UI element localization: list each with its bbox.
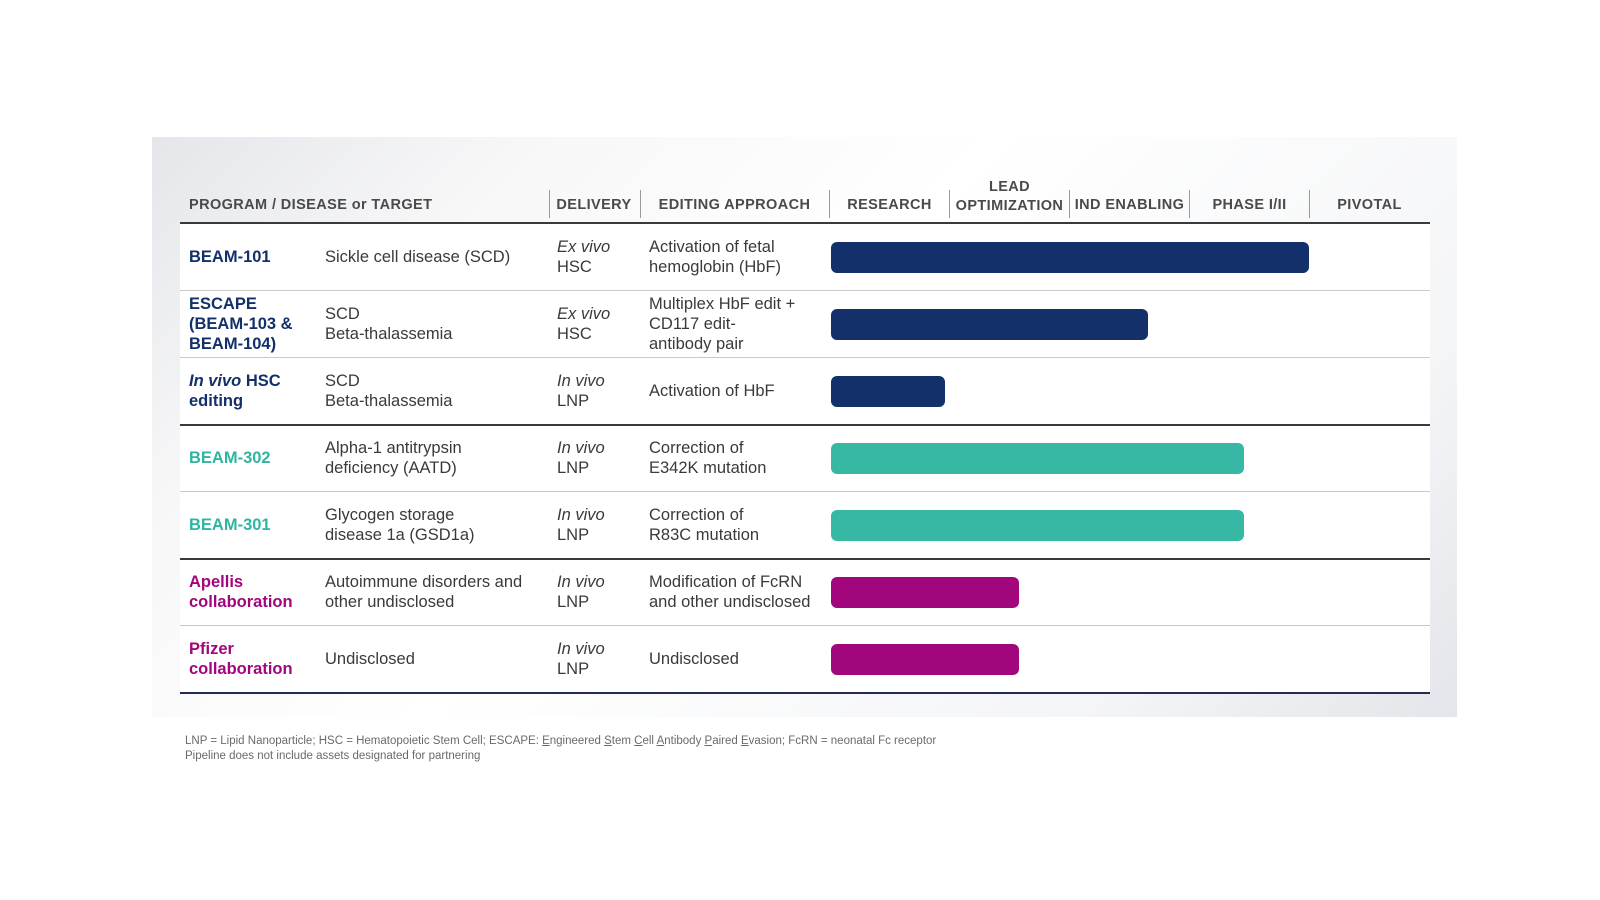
footnote-line1: LNP = Lipid Nanoparticle; HSC = Hematopo… xyxy=(185,735,937,747)
row-divider xyxy=(180,625,1430,626)
header-separator xyxy=(549,190,550,218)
header-phase: PHASE I/II xyxy=(1212,197,1287,213)
header-editing-approach: EDITING APPROACH xyxy=(658,197,811,213)
header-pivotal: PIVOTAL xyxy=(1337,197,1402,213)
delivery-cell: In vivo LNP xyxy=(557,439,605,477)
disease-cell: Autoimmune disorders and other undisclose… xyxy=(325,573,523,611)
disease-cell: Glycogen storage disease 1a (GSD1a) xyxy=(325,506,475,544)
disease-cell: SCD Beta-thalassemia xyxy=(325,372,453,410)
program-name: BEAM-101 xyxy=(189,248,271,266)
program-name: BEAM-301 xyxy=(189,516,271,534)
disease-cell: SCD Beta-thalassemia xyxy=(325,305,453,343)
header-separator xyxy=(1189,190,1190,218)
program-name: Pfizer collaboration xyxy=(189,640,293,678)
program-name: ESCAPE (BEAM-103 & BEAM-104) xyxy=(189,295,293,353)
approach-cell: Modification of FcRN and other undisclose… xyxy=(649,573,811,611)
delivery-cell: In vivo LNP xyxy=(557,573,605,611)
program-name: BEAM-302 xyxy=(189,449,271,467)
row-divider xyxy=(180,290,1430,291)
pipeline-progress-bar xyxy=(831,309,1148,340)
pipeline-progress-bar xyxy=(831,242,1310,273)
pipeline-progress-bar xyxy=(831,644,1019,675)
header-separator xyxy=(640,190,641,218)
approach-cell: Activation of fetal hemoglobin (HbF) xyxy=(649,238,782,276)
header-research: RESEARCH xyxy=(847,197,932,213)
pipeline-progress-bar xyxy=(831,443,1244,474)
table-bottom-border xyxy=(180,692,1430,694)
header-lead-line2: OPTIMIZATION xyxy=(955,198,1064,214)
delivery-cell: In vivo LNP xyxy=(557,372,605,410)
row-divider xyxy=(180,491,1430,492)
disease-cell: Undisclosed xyxy=(325,650,415,668)
header-delivery: DELIVERY xyxy=(556,197,632,213)
delivery-cell: In vivo LNP xyxy=(557,640,605,678)
group-divider xyxy=(180,558,1430,560)
delivery-cell: Ex vivo HSC xyxy=(557,305,611,343)
disease-cell: Alpha-1 antitrypsin deficiency (AATD) xyxy=(325,439,462,477)
header-ind-enabling: IND ENABLING xyxy=(1074,197,1185,213)
approach-cell: Multiplex HbF edit + CD117 edit-antibody … xyxy=(649,295,796,353)
program-name: Apellis collaboration xyxy=(189,573,293,611)
footnote-line2: Pipeline does not include assets designa… xyxy=(185,750,481,762)
header-separator xyxy=(1309,190,1310,218)
header-separator xyxy=(1069,190,1070,218)
approach-cell: Correction of R83C mutation xyxy=(649,506,760,544)
header-separator xyxy=(949,190,950,218)
header-separator xyxy=(829,190,830,218)
approach-cell: Undisclosed xyxy=(649,650,739,668)
approach-cell: Activation of HbF xyxy=(649,382,775,400)
header-lead-line1: LEAD xyxy=(988,179,1031,195)
pipeline-progress-bar xyxy=(831,577,1019,608)
approach-cell: Correction of E342K mutation xyxy=(649,439,767,477)
delivery-cell: In vivo LNP xyxy=(557,506,605,544)
group-divider xyxy=(180,424,1430,426)
header-divider xyxy=(180,222,1430,224)
header-lead-optimization: LEAD OPTIMIZATION xyxy=(950,178,1069,216)
pipeline-progress-bar xyxy=(831,376,945,407)
disease-cell: Sickle cell disease (SCD) xyxy=(325,248,511,266)
pipeline-progress-bar xyxy=(831,510,1244,541)
delivery-cell: Ex vivo HSC xyxy=(557,238,611,276)
header-program: PROGRAM / DISEASE or TARGET xyxy=(189,197,433,213)
row-divider xyxy=(180,357,1430,358)
program-name: In vivo HSC editing xyxy=(189,372,281,410)
